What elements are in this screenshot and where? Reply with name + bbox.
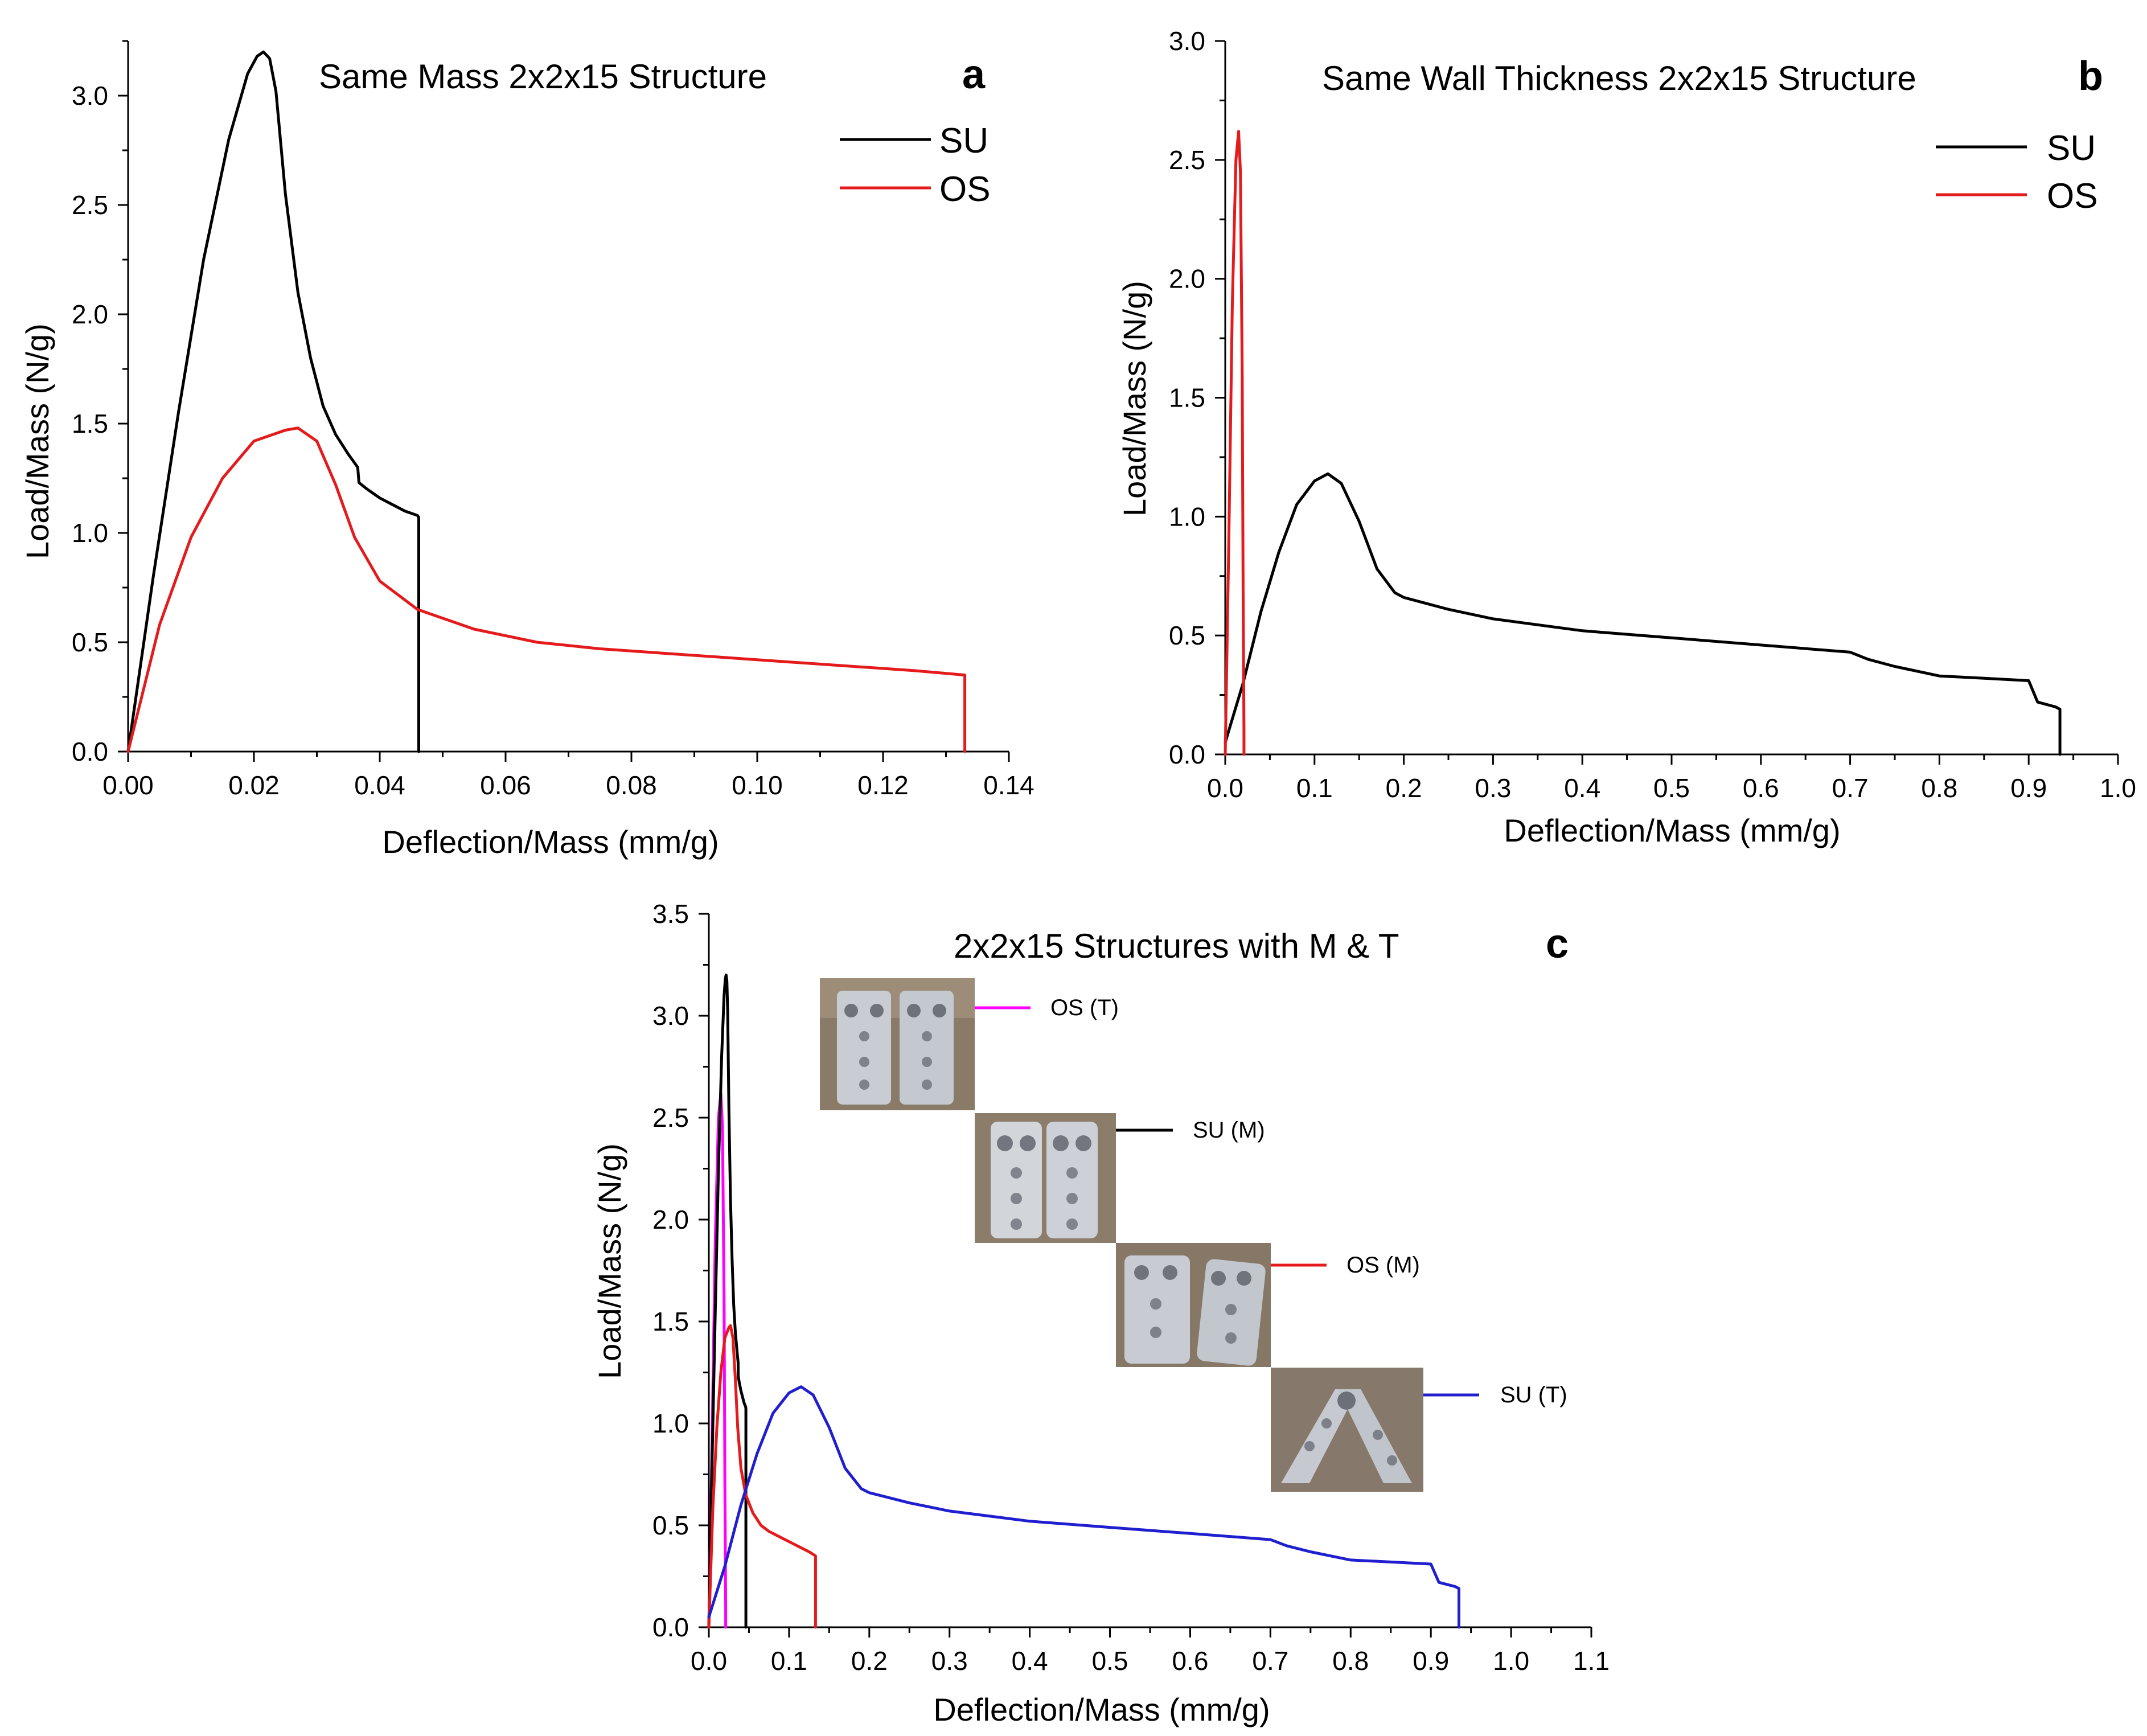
y-tick-label: 1.0 — [652, 1409, 689, 1438]
x-tick-label: 0.04 — [354, 770, 405, 800]
x-tick-label: 0.2 — [1386, 773, 1422, 803]
series-line-su — [1224, 472, 2062, 756]
y-tick-label: 1.5 — [652, 1307, 689, 1336]
x-tick-label: 0.3 — [931, 1646, 968, 1676]
panel-b-legend: SU OS — [1936, 129, 2098, 216]
y-tick-label: 2.0 — [72, 299, 108, 329]
y-tick-label: 1.0 — [1169, 502, 1205, 531]
x-tick-label: 1.0 — [2100, 773, 2136, 803]
panel-c-letter: c — [1546, 921, 1569, 967]
series-line-su-m — [707, 973, 748, 1629]
x-tick-label: 0.1 — [1296, 773, 1333, 803]
series-line-os — [1224, 130, 1246, 756]
y-tick-label: 2.5 — [652, 1103, 689, 1132]
x-tick-label: 0.10 — [732, 770, 783, 800]
panel-a-axes: 0.00 0.02 0.04 0.06 0.08 0.10 0.12 0.14 0.0 0.5 1.… — [72, 40, 1034, 800]
panel-c-chart: 0.0 0.1 0.2 0.3 0.4 0.5 0.6 0.7 0.8 0.9 1.0 1.1 0.0 0… — [592, 899, 1610, 1727]
y-tick-label: 1.5 — [1169, 383, 1205, 413]
legend-label-os-t: OS (T) — [1050, 995, 1119, 1020]
x-tick-label: 0.0 — [691, 1646, 727, 1676]
series-line-su-t — [707, 1385, 1460, 1629]
x-tick-label: 1.0 — [1493, 1646, 1529, 1676]
y-tick-label: 3.0 — [1169, 26, 1205, 56]
x-tick-label: 0.8 — [1332, 1646, 1369, 1676]
series-line-os — [126, 426, 967, 753]
y-tick-label: 0.5 — [1169, 621, 1205, 650]
y-tick-label: 3.0 — [72, 81, 108, 110]
x-tick-label: 0.5 — [1653, 773, 1690, 803]
panel-b-x-axis-title: Deflection/Mass (mm/g) — [1504, 812, 1840, 848]
x-tick-label: 1.1 — [1573, 1646, 1610, 1676]
y-tick-label: 0.5 — [72, 627, 108, 657]
series-line-su — [126, 50, 420, 753]
specimen-photo-su-t — [1271, 1368, 1423, 1492]
x-tick-label: 0.02 — [228, 770, 280, 800]
panel-a-title: Same Mass 2x2x15 Structure — [319, 58, 767, 96]
x-tick-label: 0.8 — [1921, 773, 1957, 803]
x-tick-label: 0.7 — [1832, 773, 1869, 803]
x-tick-label: 0.7 — [1252, 1646, 1288, 1676]
panel-b-letter: b — [2078, 54, 2103, 99]
panel-b-y-axis-title: Load/Mass (N/g) — [1116, 281, 1152, 516]
panel-a-x-axis-title: Deflection/Mass (mm/g) — [382, 824, 719, 860]
legend-label-su: SU — [2047, 129, 2096, 168]
panel-c-axes: 0.0 0.1 0.2 0.3 0.4 0.5 0.6 0.7 0.8 0.9 1.0 1.1 0.0 0… — [652, 899, 1610, 1676]
panel-b-chart: 0.0 0.1 0.2 0.3 0.4 0.5 0.6 0.7 0.8 0.9 1.0 0.0 0.5 1… — [1116, 26, 2136, 848]
panel-c-title: 2x2x15 Structures with M & T — [954, 927, 1399, 965]
panel-a-legend: SU OS — [840, 121, 991, 209]
x-tick-label: 0.9 — [1413, 1646, 1449, 1676]
x-tick-label: 0.9 — [2010, 773, 2047, 803]
x-tick-label: 0.5 — [1092, 1646, 1128, 1676]
y-tick-label: 2.5 — [72, 190, 108, 220]
panel-a-y-axis-title: Load/Mass (N/g) — [19, 323, 55, 559]
legend-label-su: SU — [939, 121, 988, 161]
y-tick-label: 3.5 — [652, 899, 689, 929]
specimen-photo-os-t — [820, 978, 975, 1110]
x-tick-label: 0.0 — [1207, 773, 1243, 803]
panel-b-title: Same Wall Thickness 2x2x15 Structure — [1322, 59, 1916, 97]
y-tick-label: 2.0 — [1169, 264, 1205, 294]
specimen-photo-os-m — [1116, 1243, 1271, 1367]
specimen-photo-su-m — [975, 1113, 1116, 1243]
panel-c-x-axis-title: Deflection/Mass (mm/g) — [933, 1692, 1270, 1727]
panel-a-series — [126, 50, 967, 753]
x-tick-label: 0.3 — [1475, 773, 1511, 803]
y-tick-label: 1.5 — [72, 409, 108, 438]
x-tick-label: 0.1 — [771, 1646, 807, 1676]
panel-b-series — [1224, 130, 2062, 756]
legend-label-os: OS — [939, 170, 991, 209]
y-tick-label: 0.0 — [1169, 740, 1205, 769]
y-tick-label: 2.5 — [1169, 145, 1205, 175]
legend-label-su-t: SU (T) — [1500, 1382, 1567, 1407]
x-tick-label: 0.12 — [857, 770, 909, 800]
legend-label-os: OS — [2047, 177, 2098, 216]
x-tick-label: 0.2 — [851, 1646, 888, 1676]
x-tick-label: 0.6 — [1743, 773, 1779, 803]
y-tick-label: 0.0 — [72, 737, 108, 766]
x-tick-label: 0.08 — [606, 770, 657, 800]
x-tick-label: 0.00 — [102, 770, 154, 800]
legend-label-su-m: SU (M) — [1193, 1118, 1265, 1143]
y-tick-label: 2.0 — [652, 1205, 689, 1234]
y-tick-label: 3.0 — [652, 1001, 689, 1031]
x-tick-label: 0.06 — [480, 770, 531, 800]
legend-label-os-m: OS (M) — [1347, 1253, 1420, 1278]
x-tick-label: 0.4 — [1012, 1646, 1048, 1676]
series-line-os-m — [707, 1324, 817, 1629]
panel-a-chart: 0.00 0.02 0.04 0.06 0.08 0.10 0.12 0.14 0.0 0.5 1.… — [19, 40, 1034, 860]
y-tick-label: 0.0 — [652, 1612, 689, 1642]
y-tick-label: 1.0 — [72, 518, 108, 548]
x-tick-label: 0.6 — [1172, 1646, 1208, 1676]
panel-c-series — [707, 973, 1460, 1629]
x-tick-label: 0.14 — [983, 770, 1034, 800]
panel-a-letter: a — [962, 52, 986, 97]
y-tick-label: 0.5 — [652, 1511, 689, 1540]
x-tick-label: 0.4 — [1564, 773, 1600, 803]
panel-c-y-axis-title: Load/Mass (N/g) — [592, 1143, 627, 1379]
panel-b-axes: 0.0 0.1 0.2 0.3 0.4 0.5 0.6 0.7 0.8 0.9 1.0 0.0 0.5 1… — [1169, 26, 2136, 803]
